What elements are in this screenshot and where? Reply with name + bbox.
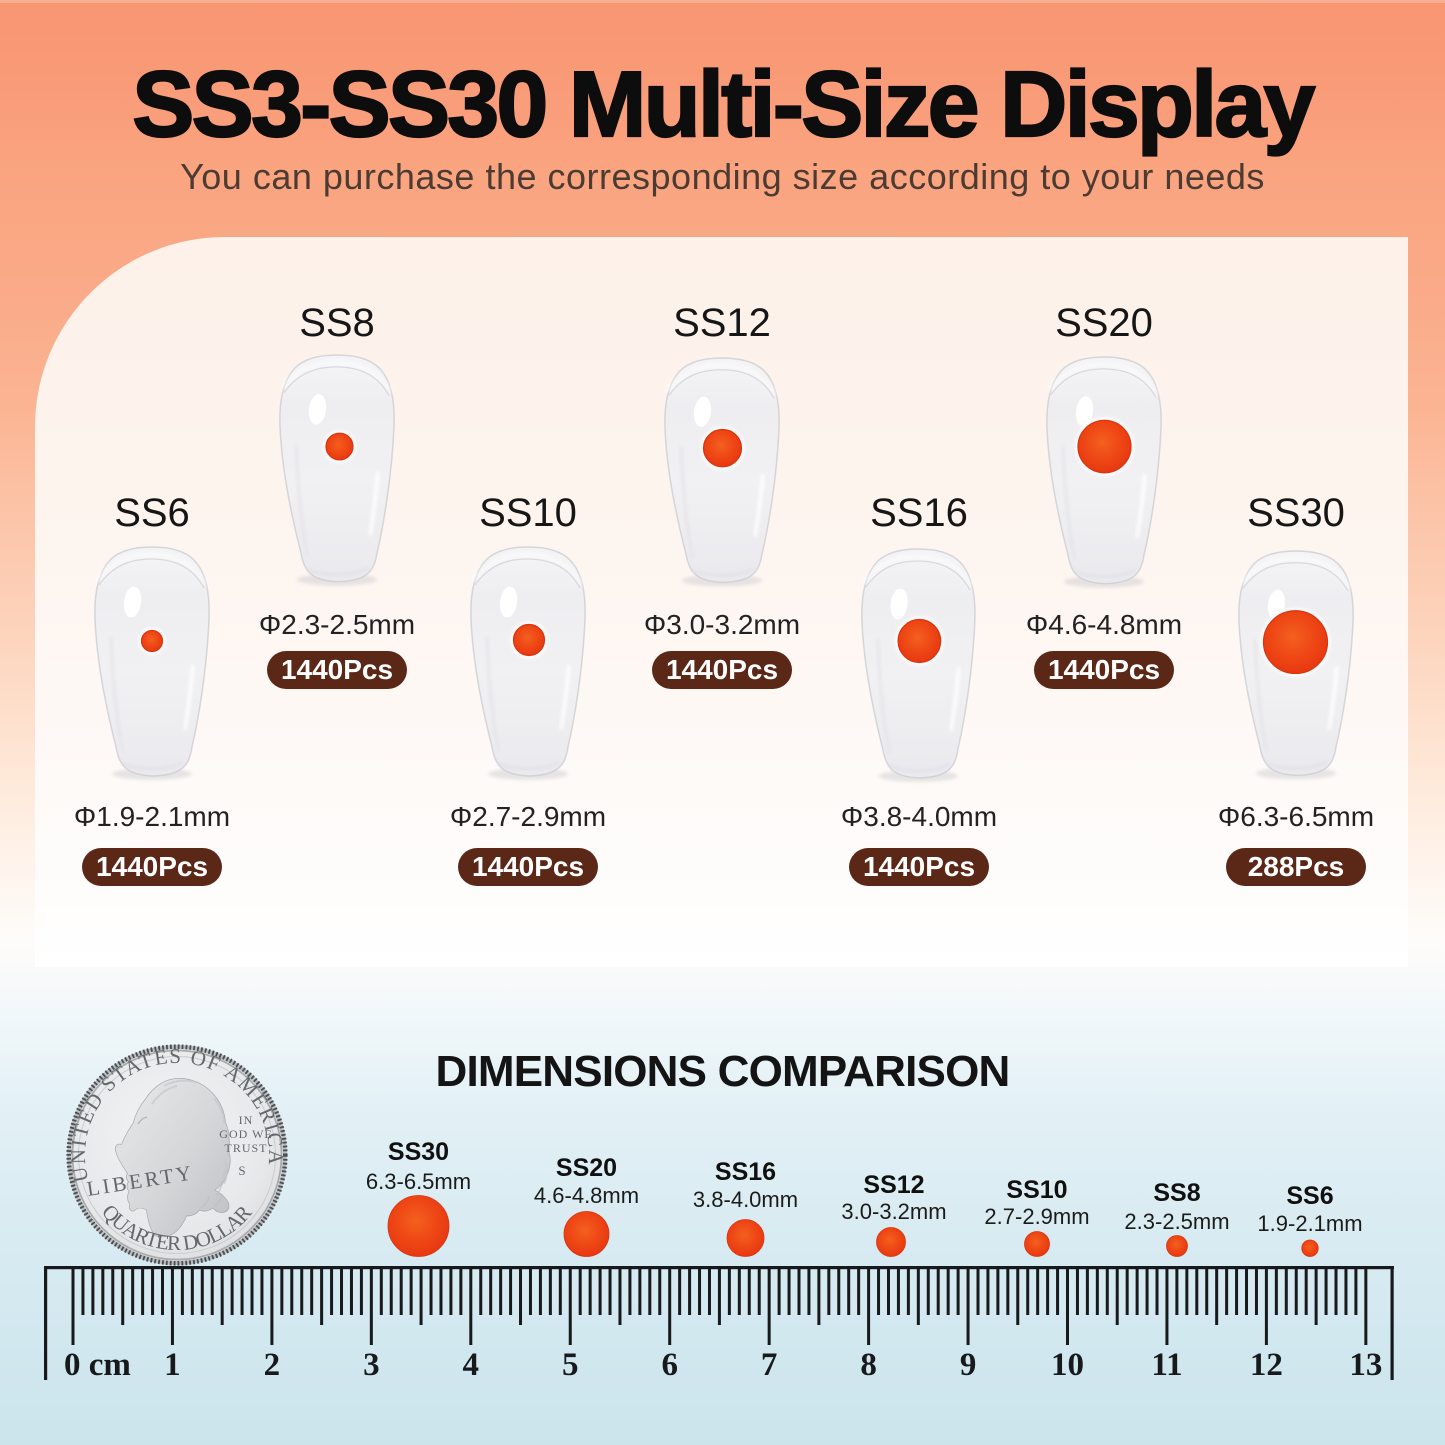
svg-text:S: S (238, 1163, 245, 1178)
svg-text:GOD WE: GOD WE (219, 1127, 272, 1141)
svg-text:IN: IN (239, 1113, 254, 1127)
svg-text:TRUST: TRUST (224, 1141, 267, 1155)
